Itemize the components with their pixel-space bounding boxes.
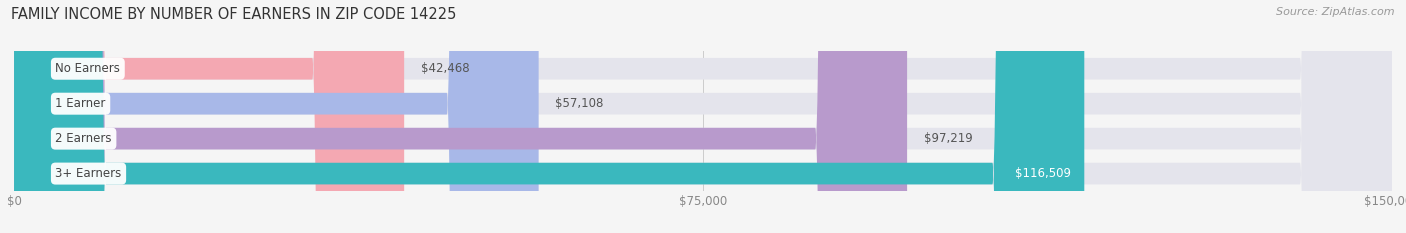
Text: $116,509: $116,509: [1015, 167, 1070, 180]
FancyBboxPatch shape: [14, 0, 1392, 233]
Text: Source: ZipAtlas.com: Source: ZipAtlas.com: [1277, 7, 1395, 17]
Text: No Earners: No Earners: [55, 62, 121, 75]
FancyBboxPatch shape: [14, 0, 907, 233]
FancyBboxPatch shape: [14, 0, 1392, 233]
FancyBboxPatch shape: [14, 0, 1392, 233]
Text: 2 Earners: 2 Earners: [55, 132, 112, 145]
Text: $42,468: $42,468: [420, 62, 470, 75]
Text: 1 Earner: 1 Earner: [55, 97, 105, 110]
Text: $97,219: $97,219: [924, 132, 973, 145]
FancyBboxPatch shape: [14, 0, 1084, 233]
Text: $57,108: $57,108: [555, 97, 603, 110]
FancyBboxPatch shape: [14, 0, 538, 233]
Text: FAMILY INCOME BY NUMBER OF EARNERS IN ZIP CODE 14225: FAMILY INCOME BY NUMBER OF EARNERS IN ZI…: [11, 7, 457, 22]
FancyBboxPatch shape: [14, 0, 1392, 233]
FancyBboxPatch shape: [14, 0, 404, 233]
Text: 3+ Earners: 3+ Earners: [55, 167, 122, 180]
